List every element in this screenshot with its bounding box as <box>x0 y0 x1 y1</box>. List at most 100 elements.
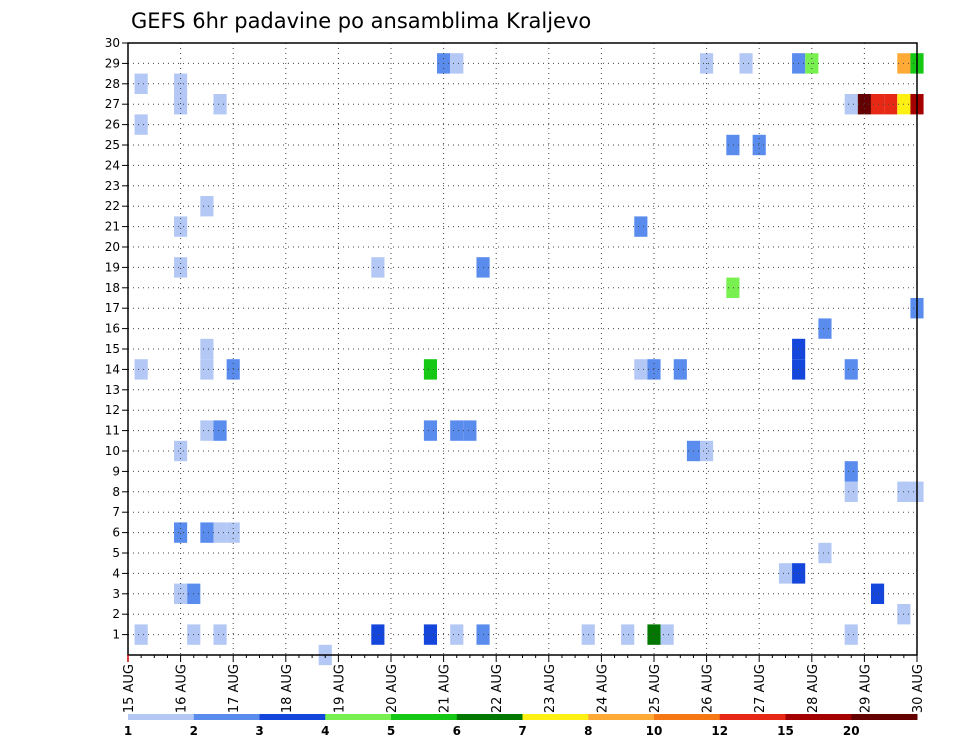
heat-cell <box>870 94 885 115</box>
colorbar-swatch <box>851 714 918 720</box>
y-tick-label: 26 <box>105 118 120 132</box>
heat-cell <box>818 542 832 564</box>
heat-cell <box>673 359 687 380</box>
x-tick-label: 23 AUG <box>543 664 558 713</box>
x-tick-label: 16 AUG <box>175 664 190 713</box>
heat-cell <box>752 134 766 156</box>
heat-cell <box>778 563 793 584</box>
y-tick-label: 10 <box>105 444 120 458</box>
heat-cell <box>213 420 227 441</box>
colorbar-label: 7 <box>518 724 526 738</box>
heat-cell <box>371 624 385 645</box>
y-tick-label: 22 <box>105 199 120 213</box>
y-tick-label: 16 <box>105 322 120 336</box>
heat-cell <box>818 318 832 339</box>
y-tick-label: 12 <box>105 403 120 417</box>
heat-cell <box>739 53 753 74</box>
heat-cell <box>134 624 148 645</box>
y-tick-label: 8 <box>112 485 120 499</box>
colorbar-swatch <box>128 714 195 720</box>
heat-cell <box>174 257 188 278</box>
x-tick-label: 26 AUG <box>701 664 716 713</box>
x-tick-label: 21 AUG <box>438 664 453 713</box>
y-tick-label: 15 <box>105 342 120 356</box>
heat-cell <box>213 94 227 115</box>
colorbar-label: 3 <box>255 724 263 738</box>
heat-cell <box>463 420 477 441</box>
colorbar-swatch <box>391 714 458 720</box>
colorbar-swatch <box>654 714 721 720</box>
y-tick-label: 13 <box>105 383 120 397</box>
heat-cell <box>134 359 148 380</box>
heat-cell <box>660 624 674 645</box>
heat-cell <box>174 440 188 462</box>
heat-cell <box>200 359 214 380</box>
colorbar-swatch <box>456 714 523 720</box>
y-tick-label: 30 <box>105 36 120 50</box>
heat-cell <box>174 522 188 543</box>
y-tick-label: 18 <box>105 281 120 295</box>
heat-cell <box>423 624 438 645</box>
heat-cell <box>134 73 148 94</box>
heat-cell <box>844 359 858 380</box>
heat-cell <box>726 277 740 298</box>
heat-cell <box>844 481 858 502</box>
heat-cell <box>726 134 740 156</box>
heat-cell <box>621 624 635 645</box>
y-tick-label: 23 <box>105 179 120 193</box>
y-tick-label: 21 <box>105 220 120 234</box>
x-tick-label: 28 AUG <box>806 664 821 713</box>
x-tick-label: 29 AUG <box>858 664 873 713</box>
heat-cell <box>884 94 898 115</box>
colorbar-label: 6 <box>453 724 461 738</box>
colorbar-label: 20 <box>843 724 860 738</box>
y-tick-label: 14 <box>105 362 120 376</box>
y-tick-label: 25 <box>105 138 120 152</box>
heat-cell <box>700 440 714 462</box>
x-tick-label: 20 AUG <box>385 664 400 713</box>
heat-cell <box>450 624 464 645</box>
y-tick-label: 27 <box>105 97 120 111</box>
x-tick-label: 22 AUG <box>490 664 505 713</box>
y-tick-label: 3 <box>112 587 120 601</box>
x-tick-label: 17 AUG <box>227 664 242 713</box>
y-tick-label: 6 <box>112 526 120 540</box>
heat-cell <box>423 420 438 441</box>
heat-cell <box>134 114 148 135</box>
x-tick-label: 19 AUG <box>332 664 347 713</box>
y-tick-label: 28 <box>105 77 120 91</box>
grid-layer <box>128 43 917 655</box>
colorbar-swatch <box>588 714 655 720</box>
colorbar-label: 12 <box>711 724 728 738</box>
heat-cell <box>213 624 227 645</box>
x-tick-label: 18 AUG <box>280 664 295 713</box>
y-tick-label: 4 <box>112 566 120 580</box>
heat-cell <box>423 359 438 380</box>
heat-cell <box>200 196 214 217</box>
heat-cell <box>857 94 871 115</box>
colorbar-swatch <box>522 714 589 720</box>
y-tick-label: 1 <box>112 628 120 642</box>
heat-cell <box>200 522 214 543</box>
heat-cell <box>634 359 648 380</box>
y-tick-label: 20 <box>105 240 120 254</box>
x-tick-label: 24 AUG <box>595 664 610 713</box>
colorbar-label: 1 <box>124 724 132 738</box>
heat-cell <box>634 216 648 237</box>
y-tick-label: 2 <box>112 607 120 621</box>
colorbar-label: 5 <box>387 724 395 738</box>
y-axis: 1234567891011121314151617181920212223242… <box>105 36 128 642</box>
x-tick-label: 27 AUG <box>753 664 768 713</box>
colorbar-swatch <box>193 714 260 720</box>
y-tick-label: 9 <box>112 464 120 478</box>
heat-cell <box>844 94 858 115</box>
colorbar-swatch <box>259 714 326 720</box>
chart-title: GEFS 6hr padavine po ansamblima Kraljevo <box>131 9 591 33</box>
heat-cell <box>844 461 858 482</box>
heat-cell <box>174 216 188 237</box>
y-tick-label: 29 <box>105 56 120 70</box>
colorbar-swatch <box>719 714 786 720</box>
y-tick-label: 7 <box>112 505 120 519</box>
colorbar-swatch <box>325 714 392 720</box>
